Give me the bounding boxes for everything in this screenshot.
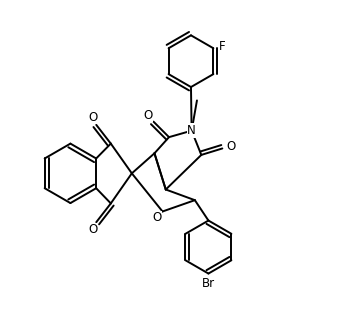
Text: Br: Br [202, 277, 215, 290]
Text: O: O [226, 140, 236, 153]
Text: O: O [152, 212, 161, 224]
Text: O: O [89, 223, 98, 236]
Text: O: O [143, 109, 152, 122]
Text: O: O [89, 111, 98, 124]
Text: N: N [187, 124, 196, 137]
Text: F: F [219, 40, 226, 53]
